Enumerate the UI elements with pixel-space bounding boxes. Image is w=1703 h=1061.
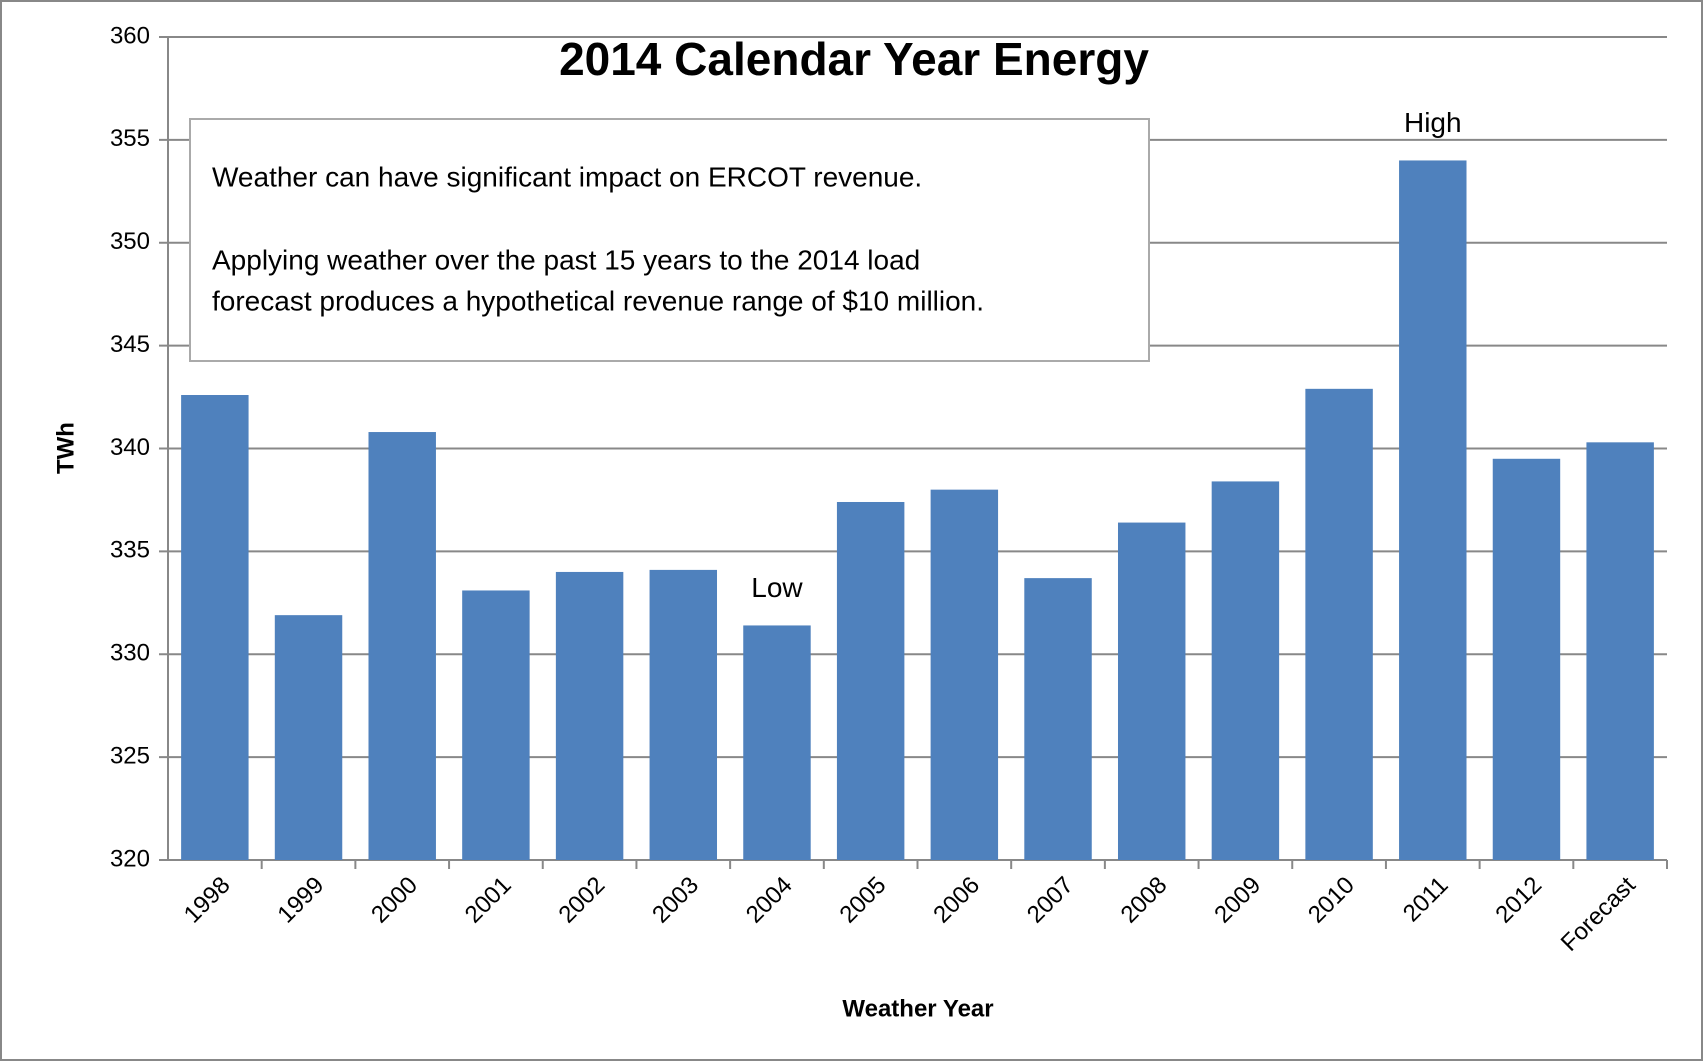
bar — [649, 569, 718, 860]
bar — [1211, 481, 1280, 860]
bar — [1024, 578, 1092, 860]
bar — [274, 615, 343, 860]
x-axis-label: Weather Year — [842, 995, 993, 1022]
text-box-line: Weather can have significant impact on E… — [212, 161, 922, 192]
bars — [181, 160, 1654, 860]
bar — [181, 395, 249, 860]
y-tick-label: 350 — [110, 228, 150, 255]
bar — [1305, 388, 1373, 860]
y-tick-label: 335 — [110, 537, 150, 564]
annotation: Low — [751, 572, 803, 603]
bar — [930, 489, 999, 860]
y-tick-label: 330 — [110, 640, 150, 667]
bar — [462, 590, 530, 860]
bar — [555, 571, 624, 860]
text-box-line: Applying weather over the past 15 years … — [212, 244, 920, 275]
bar — [836, 501, 905, 860]
bar — [1586, 442, 1654, 860]
bar — [743, 625, 811, 860]
y-axis-label: TWh — [52, 422, 79, 474]
text-box — [189, 118, 1150, 362]
y-tick-label: 345 — [110, 331, 150, 358]
chart-title: 2014 Calendar Year Energy — [559, 33, 1149, 85]
y-tick-label: 340 — [110, 434, 150, 461]
y-tick-label: 325 — [110, 742, 150, 769]
text-box-line: forecast produces a hypothetical revenue… — [212, 285, 984, 316]
y-tick-label: 355 — [110, 125, 150, 152]
y-tick-label: 360 — [110, 22, 150, 49]
bar — [1117, 522, 1186, 860]
annotation: High — [1404, 107, 1462, 138]
bar — [1492, 458, 1561, 860]
bar — [368, 432, 436, 860]
y-tick-label: 320 — [110, 845, 150, 872]
bar — [1399, 160, 1467, 860]
